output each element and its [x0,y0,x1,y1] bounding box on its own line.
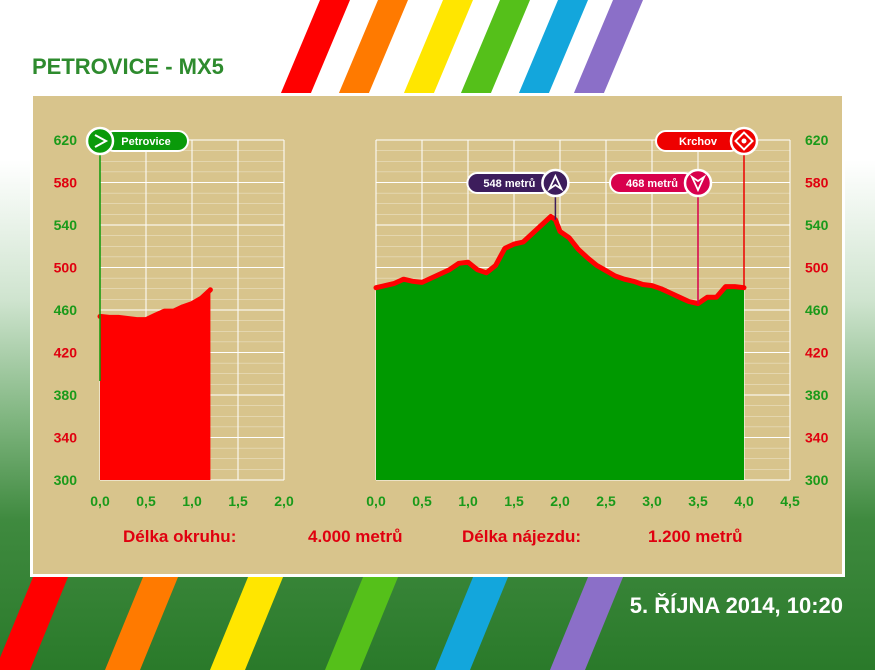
y-tick-label-left: 340 [54,430,78,446]
approach-length-value: 1.200 metrů [648,527,743,546]
x-tick-label: 0,0 [366,493,386,509]
y-tick-label-right: 420 [805,345,829,361]
marker-label: 548 metrů [483,178,535,190]
icon-glyph [547,173,564,192]
approach-profile-area [100,289,211,480]
x-tick-label: 3,5 [688,493,708,509]
icon-glyph [94,134,109,148]
y-tick-label-right: 580 [805,175,829,191]
start-marker: Petrovice [85,126,189,381]
y-tick-label-left: 500 [54,260,78,276]
bottom-stripe [210,560,290,670]
y-tick-label-right: 460 [805,302,829,318]
max-marker: 548 metrů [466,168,570,220]
y-tick-label-left: 300 [54,472,78,488]
marker-label: Petrovice [121,136,171,148]
chart-panel: 0,0 0,5 1,0 1,5 2,0 Petrovice 0,0 0,5 1,0 1,5 2,0 2… [30,93,845,577]
x-tick-label: 4,0 [734,493,754,509]
bottom-stripe [105,560,185,670]
finish-marker: Krchov [655,126,759,288]
y-tick-label-left: 580 [54,175,78,191]
y-tick-label-right: 500 [805,260,829,276]
bottom-stripe [435,560,515,670]
x-tick-label: 0,5 [412,493,432,509]
bottom-stripe [325,560,405,670]
x-tick-label: 4,5 [780,493,800,509]
bottom-stripe [550,560,630,670]
y-tick-label-right: 340 [805,430,829,446]
y-tick-label-left: 540 [54,217,78,233]
profile-line [97,287,213,323]
marker-label: Krchov [679,136,718,148]
circuit-profile-area [376,216,744,480]
top-stripe [458,0,530,100]
start-arrow-icon [85,126,115,156]
circuit-length-label: Délka okruhu: [123,527,237,546]
y-tick-label-left: 620 [54,132,78,148]
top-stripe [336,0,408,100]
x-tick-label: 2,0 [274,493,294,509]
elevation-chart: 0,0 0,5 1,0 1,5 2,0 Petrovice 0,0 0,5 1,0 1,5 2,0 2… [54,126,829,509]
x-tick-label: 3,0 [642,493,662,509]
page-title: PETROVICE - MX5 [32,54,224,79]
top-stripe [516,0,588,100]
x-tick-label: 1,0 [458,493,478,509]
y-tick-label-left: 380 [54,387,78,403]
x-tick-label: 1,5 [504,493,524,509]
y-tick-label-right: 300 [805,472,829,488]
icon-glyph [734,131,754,151]
x-tick-label: 1,5 [228,493,248,509]
y-tick-label-right: 620 [805,132,829,148]
x-tick-label: 0,5 [136,493,156,509]
top-stripe [278,0,350,100]
top-stripe [571,0,643,100]
bottom-stripe [0,560,75,670]
x-tick-label: 2,0 [550,493,570,509]
min-marker: 468 metrů [609,168,713,304]
icon-glyph [689,174,707,193]
x-tick-label: 1,0 [182,493,202,509]
circuit-length-value: 4.000 metrů [308,527,403,546]
date-time: 5. ŘÍJNA 2014, 10:20 [629,593,843,618]
icon-glyph [741,138,747,144]
approach-length-label: Délka nájezdu: [462,527,582,546]
marker-label: 468 metrů [626,178,678,190]
profile-line [373,214,747,307]
y-tick-label-right: 380 [805,387,829,403]
y-tick-label-left: 460 [54,302,78,318]
y-tick-label-left: 420 [54,345,78,361]
y-tick-label-right: 540 [805,217,829,233]
x-tick-label: 0,0 [90,493,110,509]
x-tick-label: 2,5 [596,493,616,509]
top-stripe [401,0,473,100]
